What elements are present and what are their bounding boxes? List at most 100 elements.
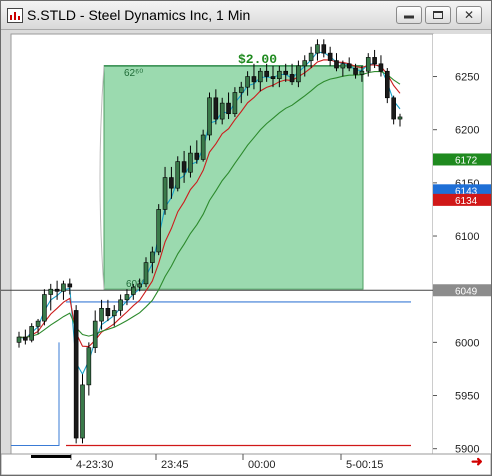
candle-body bbox=[264, 70, 269, 77]
candle-body bbox=[245, 76, 250, 88]
price-tag-label: 6049 bbox=[455, 286, 478, 297]
chart-app-icon bbox=[7, 8, 23, 23]
candle-body bbox=[143, 262, 149, 285]
candle-body bbox=[169, 177, 174, 189]
candle-body bbox=[29, 326, 35, 341]
candle-body bbox=[302, 60, 308, 67]
candle-body bbox=[238, 86, 244, 93]
x-tick-label: 23:45 bbox=[161, 459, 189, 471]
blue-pre-line bbox=[11, 342, 60, 446]
candle-body bbox=[277, 70, 282, 79]
close-button[interactable]: ✕ bbox=[456, 6, 482, 24]
price-tag-label: 6172 bbox=[455, 155, 478, 166]
candle-body bbox=[232, 92, 238, 115]
candle-body bbox=[54, 288, 60, 292]
candle-body bbox=[359, 70, 365, 75]
measurement-bottom-label: 60⁵⁰ bbox=[126, 279, 145, 290]
candle-body bbox=[321, 44, 327, 54]
candle-body bbox=[181, 161, 187, 173]
maximize-icon bbox=[433, 11, 443, 19]
candle-body bbox=[162, 177, 168, 210]
x-tick-label: 5-00:15 bbox=[346, 459, 383, 471]
candle-body bbox=[372, 57, 377, 65]
candle-body bbox=[67, 283, 73, 288]
x-axis-session-bar bbox=[31, 455, 71, 458]
candle-body bbox=[251, 76, 257, 83]
candle-body bbox=[23, 336, 28, 341]
candle-body bbox=[188, 152, 193, 173]
candle-body bbox=[346, 63, 352, 69]
candle-body bbox=[194, 152, 200, 160]
price-tag bbox=[433, 153, 491, 166]
candle-body bbox=[219, 102, 225, 120]
candle-body bbox=[61, 283, 66, 292]
candle-body bbox=[334, 60, 339, 69]
price-tag-label: 6143 bbox=[455, 186, 478, 197]
candle-body bbox=[200, 134, 206, 160]
candle-body bbox=[283, 70, 289, 75]
y-tick-label: 5900 bbox=[455, 444, 479, 456]
ma-slow-line bbox=[18, 70, 401, 338]
price-tag bbox=[433, 284, 491, 297]
candle-body bbox=[73, 310, 79, 439]
candle-body bbox=[118, 299, 123, 311]
candle-body bbox=[137, 283, 142, 288]
scroll-right-arrow-icon[interactable]: ➜ bbox=[471, 453, 483, 469]
price-chart[interactable]: 6250620061506100605060005950590062⁶⁰60⁵⁰… bbox=[1, 30, 491, 475]
candle-body bbox=[257, 70, 263, 83]
candle-body bbox=[207, 97, 212, 136]
y-tick-label: 5950 bbox=[455, 391, 479, 403]
candle-body bbox=[365, 57, 371, 72]
candle-body bbox=[175, 161, 181, 189]
window-title: S.STLD - Steel Dynamics Inc, 1 Min bbox=[27, 7, 251, 23]
minimize-icon bbox=[404, 15, 414, 19]
candle-body bbox=[131, 286, 136, 295]
candle-body bbox=[296, 65, 301, 83]
candle-body bbox=[378, 63, 384, 72]
candle-body bbox=[86, 347, 92, 386]
candle-body bbox=[105, 308, 111, 317]
candle-body bbox=[315, 44, 320, 54]
y-tick-label: 6100 bbox=[455, 231, 479, 243]
candle-body bbox=[48, 288, 54, 295]
candle-body bbox=[391, 97, 396, 120]
candle-body bbox=[340, 63, 346, 69]
measurement-box-edge bbox=[99, 65, 105, 290]
candle-body bbox=[150, 251, 155, 263]
y-tick-label: 6000 bbox=[455, 337, 479, 349]
y-tick-label: 6250 bbox=[455, 72, 479, 84]
candle-body bbox=[99, 308, 104, 322]
x-tick-label: 00:00 bbox=[248, 459, 276, 471]
candle-body bbox=[289, 74, 295, 83]
candle-body bbox=[80, 384, 85, 439]
measurement-top-label: 62⁶⁰ bbox=[124, 68, 143, 79]
candle-body bbox=[384, 70, 390, 99]
candle-body bbox=[124, 294, 130, 301]
candle-body bbox=[35, 320, 41, 327]
measurement-value-label: $2.00 bbox=[238, 52, 277, 67]
minimize-button[interactable] bbox=[396, 6, 422, 24]
candle-body bbox=[226, 102, 231, 115]
candle-body bbox=[213, 97, 219, 120]
price-tag bbox=[433, 193, 491, 206]
candle-body bbox=[16, 336, 22, 343]
title-bar[interactable]: S.STLD - Steel Dynamics Inc, 1 Min ✕ bbox=[1, 1, 491, 30]
candle-body bbox=[397, 116, 403, 120]
x-axis-panel bbox=[1, 453, 491, 475]
candle-body bbox=[156, 209, 161, 253]
candle-body bbox=[42, 294, 47, 322]
y-axis-panel bbox=[433, 34, 491, 454]
candle-body bbox=[353, 67, 358, 75]
close-icon: ✕ bbox=[463, 8, 475, 22]
price-tag bbox=[433, 184, 491, 197]
price-tag-label: 6134 bbox=[455, 196, 478, 207]
candle-body bbox=[327, 52, 333, 61]
candle-body bbox=[270, 76, 276, 79]
x-tick-label: 4-23:30 bbox=[76, 459, 113, 471]
y-tick-label: 6200 bbox=[455, 125, 479, 137]
candle-body bbox=[92, 320, 98, 348]
maximize-button[interactable] bbox=[425, 6, 451, 24]
candle-body bbox=[111, 310, 117, 317]
candle-body bbox=[308, 52, 314, 61]
